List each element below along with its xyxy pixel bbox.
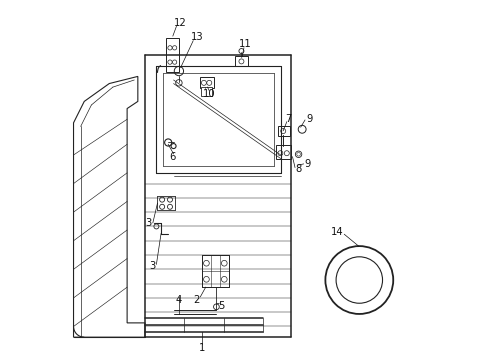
Text: 9: 9 (305, 159, 311, 169)
FancyBboxPatch shape (166, 38, 178, 72)
Text: 12: 12 (174, 18, 187, 28)
Text: 3: 3 (149, 261, 155, 271)
FancyBboxPatch shape (201, 87, 212, 96)
Text: 10: 10 (203, 89, 216, 99)
Text: 4: 4 (176, 295, 182, 305)
FancyBboxPatch shape (199, 77, 214, 88)
FancyBboxPatch shape (235, 56, 247, 66)
Text: 1: 1 (199, 343, 205, 353)
Text: 5: 5 (219, 301, 225, 311)
Text: 3: 3 (146, 218, 152, 228)
Text: 2: 2 (194, 295, 200, 305)
Text: 11: 11 (239, 39, 251, 49)
FancyBboxPatch shape (278, 126, 290, 136)
Text: 9: 9 (306, 113, 313, 123)
Text: 8: 8 (295, 164, 302, 174)
Text: 6: 6 (170, 152, 176, 162)
Text: 14: 14 (331, 227, 343, 237)
FancyBboxPatch shape (276, 145, 292, 159)
Text: 13: 13 (191, 32, 203, 42)
Text: 7: 7 (285, 113, 292, 123)
